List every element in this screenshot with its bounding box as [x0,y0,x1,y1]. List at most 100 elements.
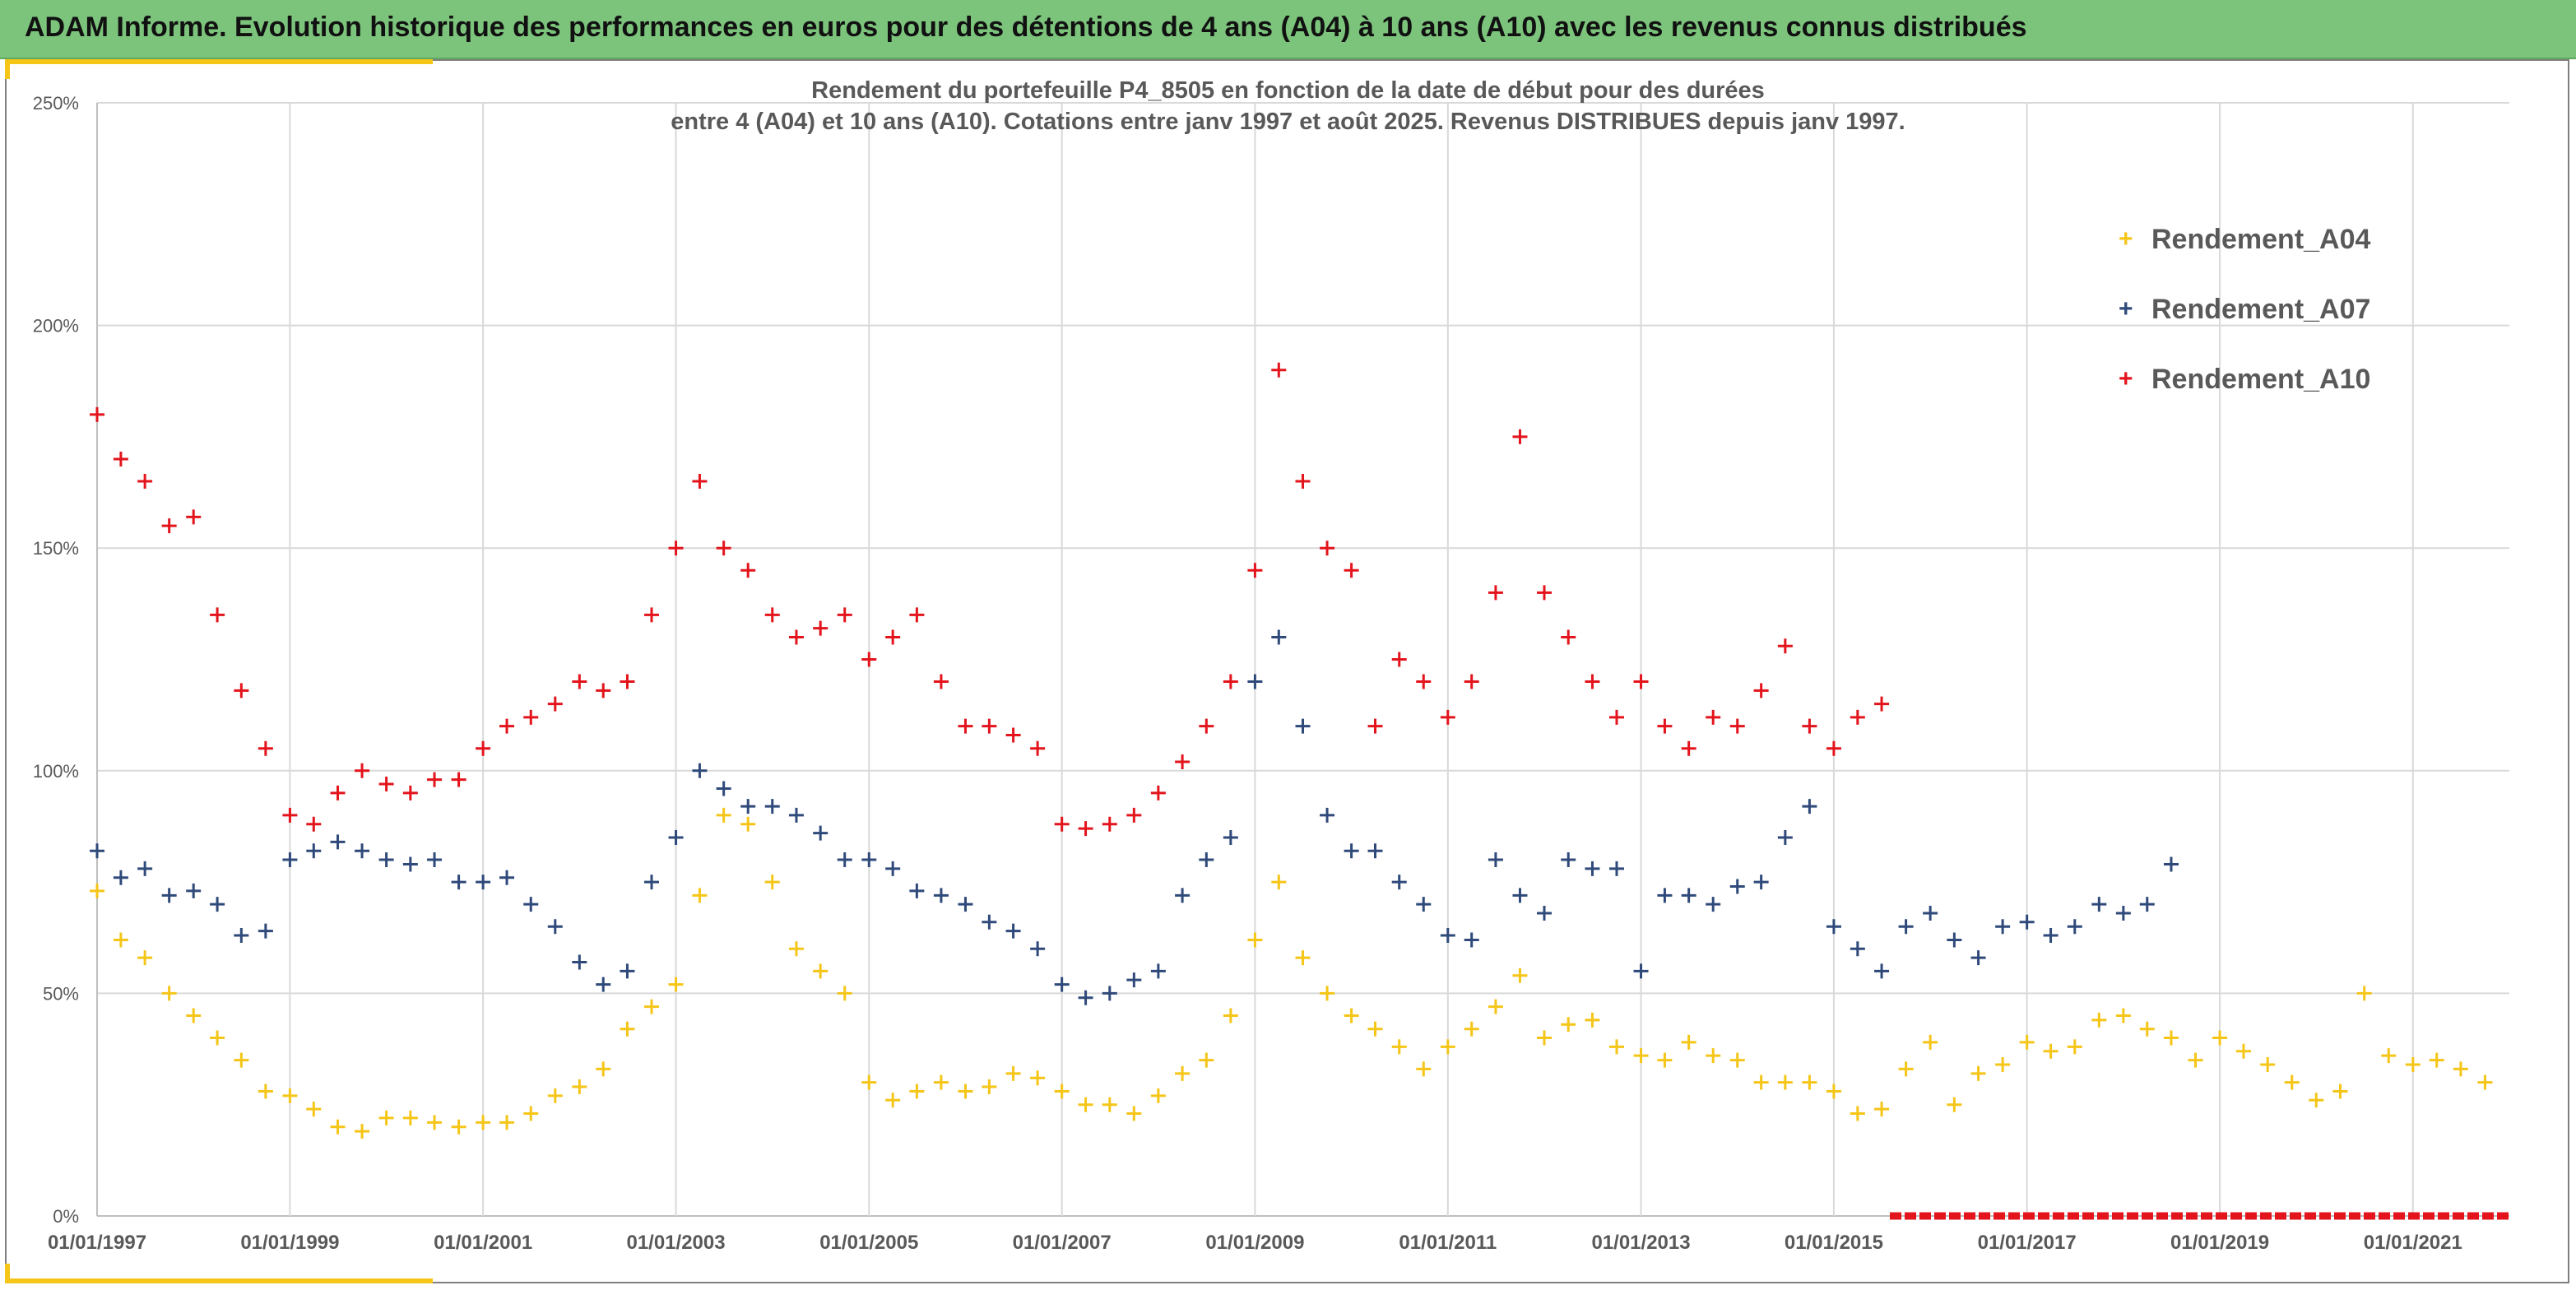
x-tick-label: 01/01/1999 [240,1232,339,1254]
data-point-a07 [2163,856,2179,872]
data-point-a07 [547,919,563,935]
data-point-a04 [813,963,828,979]
data-point-a07 [1633,963,1649,979]
data-point-a10 [451,772,466,787]
chart-frame [5,59,2569,1283]
data-point-a07 [1585,861,1600,876]
data-point-a07 [620,963,635,979]
data-point-a04 [113,932,128,948]
data-point-a10 [1657,718,1673,734]
data-point-a10 [1078,821,1093,837]
data-point-a04 [1102,1097,1117,1112]
data-point-a10 [1802,718,1817,734]
data-point-a04 [2429,1052,2444,1068]
data-point-a07 [378,852,394,868]
data-point-a04 [161,986,177,1001]
data-point-a04 [1706,1048,1721,1064]
data-point-a04 [2067,1039,2082,1055]
data-point-a04 [572,1079,587,1095]
data-point-a07 [427,852,443,868]
data-point-a07 [1416,897,1432,912]
data-point-a04 [2453,1061,2468,1077]
data-point-a10 [1608,709,1624,725]
data-point-a04 [2139,1021,2155,1037]
data-point-a04 [2212,1030,2228,1046]
y-tick-label: 200% [33,316,79,336]
data-point-a07 [1199,852,1214,868]
data-point-a10 [1753,683,1769,698]
data-point-a10 [716,541,731,556]
data-point-a07 [186,883,202,898]
legend-marker-a07: + [2119,295,2133,322]
data-point-a10 [1537,585,1553,601]
data-point-a07 [355,843,370,859]
data-point-a04 [1175,1065,1191,1081]
data-point-a04 [2405,1056,2421,1072]
data-point-a04 [2284,1074,2300,1090]
data-point-a07 [1512,888,1528,903]
data-point-a04 [1488,999,1503,1014]
data-point-a04 [788,941,804,957]
data-point-a04 [2332,1084,2348,1099]
data-point-a10 [402,785,418,800]
chart-subtitle: entre 4 (A04) et 10 ans (A10). Cotations… [671,109,1905,135]
data-point-a10 [1102,816,1117,832]
legend-marker-a10: + [2119,365,2133,392]
x-tick-label: 01/01/2017 [1978,1232,2077,1254]
data-point-a10 [982,718,997,734]
data-point-a07 [2139,897,2155,912]
y-tick-label: 250% [33,93,79,114]
data-point-a04 [258,1084,273,1099]
data-point-a10 [1464,674,1479,689]
data-point-a04 [1850,1106,1865,1121]
data-point-a07 [740,799,756,814]
data-point-a07 [476,875,491,890]
data-point-a10 [1005,727,1021,743]
data-point-a07 [1995,919,2011,935]
data-point-a04 [523,1106,539,1121]
data-point-a07 [523,897,539,912]
data-point-a10 [186,509,202,525]
data-point-a04 [186,1008,202,1023]
data-point-a04 [1729,1052,1745,1068]
data-point-a10 [1247,563,1263,578]
data-point-a04 [1608,1039,1624,1055]
data-point-a10 [933,674,949,689]
data-point-a10 [1367,718,1383,734]
data-point-a10 [1391,652,1407,667]
data-point-a07 [764,799,780,814]
data-point-a04 [1947,1097,1962,1112]
data-point-a07 [788,807,804,823]
accent-bar-top [5,59,433,64]
accent-bar-left-top [5,59,10,79]
data-point-a04 [1054,1084,1070,1099]
data-point-a04 [1078,1097,1093,1112]
legend-label-a04: Rendement_A04 [2151,224,2371,255]
data-point-a04 [2235,1043,2251,1059]
data-point-a07 [1608,861,1624,876]
data-point-a04 [1633,1048,1649,1064]
data-point-a04 [402,1110,418,1125]
data-point-a04 [861,1074,877,1090]
data-point-a07 [90,843,104,859]
x-tick-label: 01/01/2009 [1205,1232,1304,1254]
data-point-a07 [1464,932,1479,948]
data-point-a07 [861,852,877,868]
data-point-a10 [427,772,443,787]
data-point-a10 [1030,740,1046,756]
data-point-a04 [1753,1074,1769,1090]
data-point-a04 [1561,1017,1576,1032]
data-point-a04 [1585,1012,1600,1028]
data-point-a07 [1561,852,1576,868]
x-tick-label: 01/01/2011 [1399,1232,1497,1254]
data-point-a10 [499,718,515,734]
data-point-a07 [596,977,611,992]
data-point-a04 [643,999,659,1014]
x-tick-label: 01/01/2003 [626,1232,725,1254]
data-point-a04 [1802,1074,1817,1090]
data-point-a04 [1223,1008,1238,1023]
data-point-a04 [933,1074,949,1090]
data-point-a04 [547,1088,563,1103]
data-point-a07 [982,914,997,930]
data-point-a07 [2019,914,2035,930]
